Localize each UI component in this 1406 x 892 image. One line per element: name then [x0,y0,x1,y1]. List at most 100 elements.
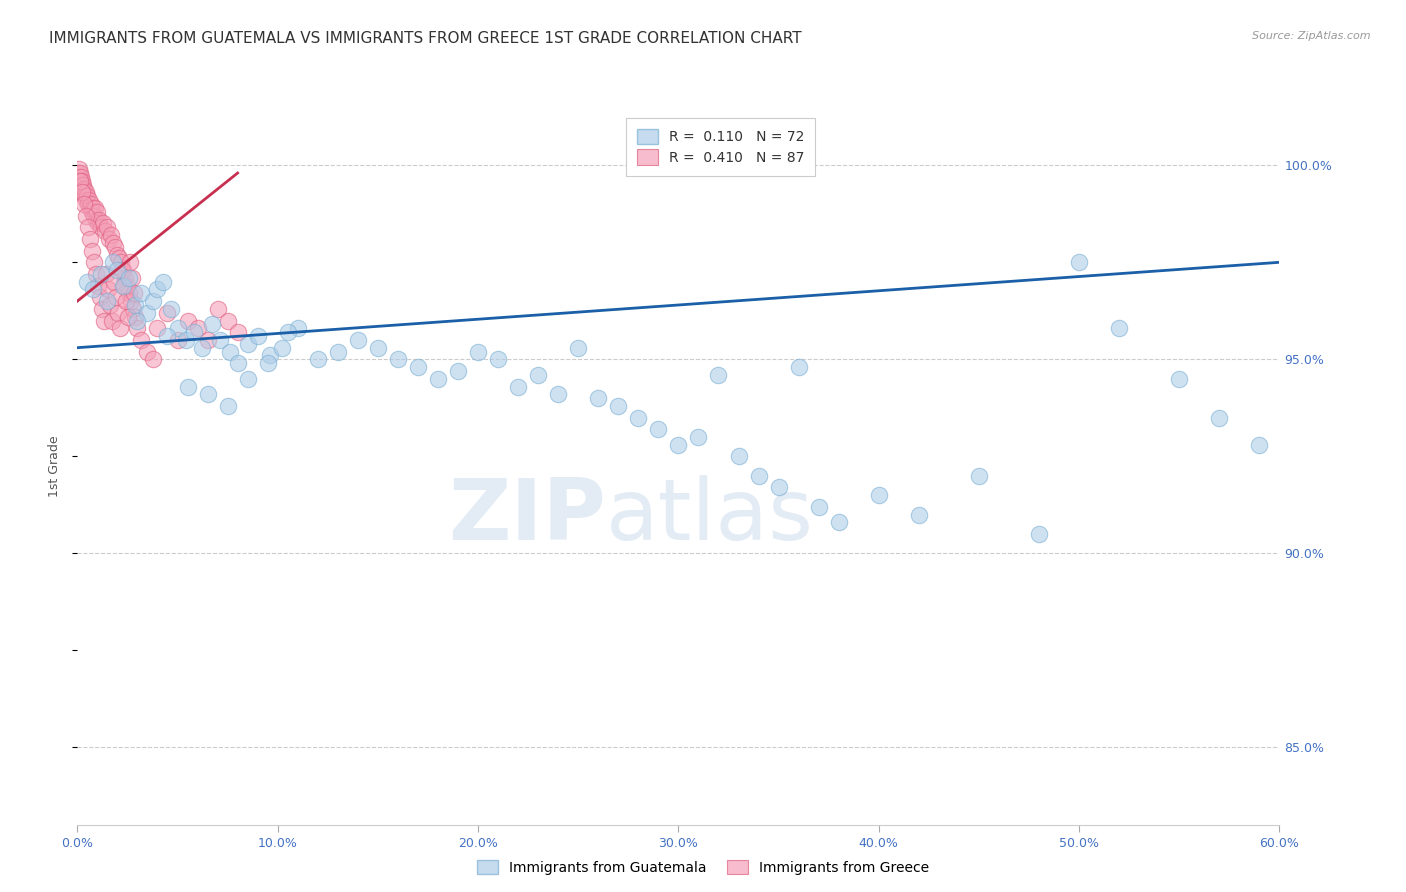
Point [427,372,450,386]
Point [607,399,630,413]
Point [197,333,219,347]
Point [447,364,470,378]
Legend: R =  0.110   N = 72, R =  0.410   N = 87: R = 0.110 N = 72, R = 0.410 N = 87 [626,118,815,176]
Point [107,263,129,277]
Point [76,275,98,289]
Text: Source: ZipAtlas.com: Source: ZipAtlas.com [1253,31,1371,41]
Point [67,169,90,184]
Point [668,438,690,452]
Point [326,344,349,359]
Point [70,174,93,188]
Point [83,255,105,269]
Point [86,212,108,227]
Point [97,283,120,297]
Point [156,329,179,343]
Point [166,321,188,335]
Point [112,263,135,277]
Point [69,166,91,180]
Point [107,306,129,320]
Point [787,360,810,375]
Point [1249,438,1271,452]
Point [103,255,125,269]
Point [908,508,931,522]
Point [136,344,159,359]
Point [246,329,269,343]
Point [103,235,125,250]
Point [69,174,91,188]
Point [70,178,93,192]
Point [486,352,509,367]
Point [110,321,132,335]
Point [647,422,669,436]
Point [104,240,127,254]
Point [76,189,98,203]
Point [108,252,131,266]
Point [807,500,830,514]
Point [120,255,142,269]
Point [117,278,139,293]
Point [77,220,100,235]
Point [84,201,107,215]
Point [83,209,105,223]
Point [748,468,770,483]
Point [142,352,165,367]
Point [105,290,128,304]
Point [93,217,115,231]
Point [110,255,132,269]
Point [115,294,138,309]
Point [186,321,209,335]
Point [118,270,141,285]
Point [131,286,153,301]
Point [277,325,299,339]
Point [688,430,710,444]
Point [82,204,104,219]
Point [111,263,134,277]
Point [467,344,489,359]
Point [967,468,990,483]
Point [176,379,198,393]
Point [567,341,589,355]
Point [79,201,101,215]
Point [868,488,890,502]
Point [1108,321,1130,335]
Point [117,310,139,324]
Point [1028,527,1050,541]
Point [1069,255,1091,269]
Point [142,294,165,309]
Point [93,313,115,327]
Point [100,298,122,312]
Point [90,267,112,281]
Point [73,189,96,203]
Point [207,301,229,316]
Point [112,278,135,293]
Point [156,306,179,320]
Point [124,310,146,324]
Point [67,166,90,180]
Point [79,232,101,246]
Point [136,306,159,320]
Point [190,341,212,355]
Point [98,232,121,246]
Point [90,220,112,235]
Point [75,209,97,223]
Point [1168,372,1191,386]
Point [70,169,93,184]
Point [217,313,239,327]
Point [270,341,292,355]
Point [73,181,96,195]
Point [346,333,368,347]
Point [94,224,117,238]
Point [121,270,143,285]
Point [256,356,278,370]
Text: IMMIGRANTS FROM GUATEMALA VS IMMIGRANTS FROM GREECE 1ST GRADE CORRELATION CHART: IMMIGRANTS FROM GUATEMALA VS IMMIGRANTS … [49,31,801,46]
Point [828,516,851,530]
Point [69,174,91,188]
Point [75,193,97,207]
Point [547,387,569,401]
Point [124,286,146,301]
Point [127,313,149,327]
Point [86,267,108,281]
Point [406,360,429,375]
Text: atlas: atlas [606,475,814,558]
Point [152,275,174,289]
